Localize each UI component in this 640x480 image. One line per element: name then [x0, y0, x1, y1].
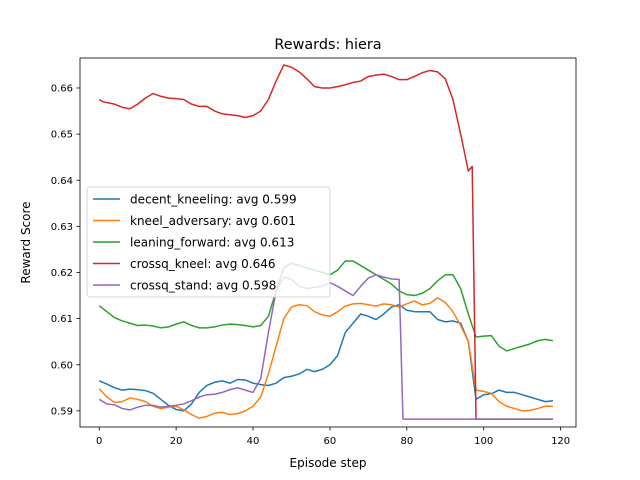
series-line-1 — [98, 297, 553, 419]
y-tick-label-2: 0.61 — [51, 314, 73, 325]
x-tick-label-1: 20 — [170, 436, 183, 447]
y-tick-label-5: 0.64 — [51, 176, 73, 187]
y-axis: 0.59 0.60 0.61 0.62 0.63 0.64 0.65 0.66 — [51, 84, 80, 417]
x-tick-label-2: 40 — [247, 436, 260, 447]
x-tick-label-3: 60 — [324, 436, 337, 447]
legend-label-2: leaning_forward: avg 0.613 — [130, 235, 294, 249]
y-tick-label-6: 0.65 — [51, 130, 73, 141]
x-tick-label-5: 100 — [474, 436, 493, 447]
legend-label-0: decent_kneeling: avg 0.599 — [130, 192, 297, 206]
legend: decent_kneeling: avg 0.599 kneel_adversar… — [86, 186, 331, 298]
x-tick-label-0: 0 — [96, 436, 102, 447]
legend-label-1: kneel_adversary: avg 0.601 — [130, 214, 296, 228]
x-axis: 0 20 40 60 80 100 120 — [96, 427, 570, 447]
y-tick-label-7: 0.66 — [51, 84, 73, 95]
legend-label-4: crossq_stand: avg 0.598 — [130, 278, 276, 292]
x-axis-label: Episode step — [290, 456, 367, 470]
plot-frame — [79, 57, 577, 428]
x-tick-label-6: 120 — [551, 436, 570, 447]
y-tick-label-3: 0.62 — [51, 268, 73, 279]
legend-box — [86, 186, 331, 298]
y-axis-label: Reward Score — [19, 201, 33, 283]
x-tick-label-4: 80 — [400, 436, 413, 447]
legend-label-3: crossq_kneel: avg 0.646 — [130, 257, 275, 271]
series-line-4 — [98, 274, 553, 420]
series-line-0 — [98, 304, 554, 412]
y-tick-label-4: 0.63 — [51, 222, 73, 233]
series-line-3 — [98, 64, 553, 420]
y-tick-label-0: 0.59 — [51, 406, 73, 417]
chart-title: Rewards: hiera — [274, 37, 381, 53]
y-tick-label-1: 0.60 — [51, 360, 73, 371]
